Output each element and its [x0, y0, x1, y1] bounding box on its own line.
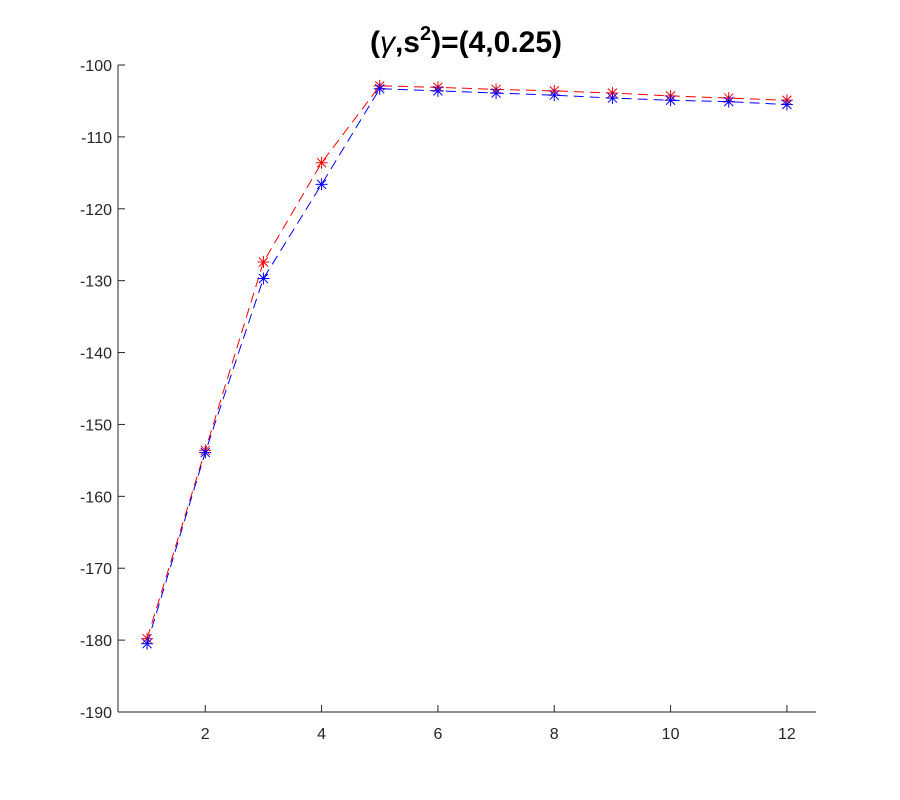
series-2-point — [722, 95, 735, 108]
y-tick-label: -170 — [80, 561, 112, 578]
y-tick-label: -120 — [80, 202, 112, 219]
y-tick-label: -190 — [80, 705, 112, 722]
series-2-point — [199, 446, 212, 459]
series-2-point — [315, 178, 328, 191]
title-mid: ,s — [395, 26, 420, 59]
title-close: )=(4,0.25) — [431, 26, 562, 59]
y-tick-label: -150 — [80, 417, 112, 434]
y-tick-label: -160 — [80, 489, 112, 506]
series-layer — [141, 79, 793, 650]
x-tick-label: 2 — [201, 726, 210, 743]
series-2-point — [373, 82, 386, 95]
y-tick-label: -130 — [80, 274, 112, 291]
series-2-point — [490, 87, 503, 100]
x-tick-label: 12 — [778, 726, 796, 743]
title-superscript: 2 — [420, 23, 431, 45]
series-2-point — [548, 89, 561, 102]
title-gamma-symbol: γ — [380, 26, 397, 59]
series-2-point — [141, 637, 154, 650]
series-2-point — [606, 92, 619, 105]
series-2-point — [664, 94, 677, 107]
x-tick-label: 6 — [433, 726, 442, 743]
title-open: ( — [370, 26, 380, 59]
series-line-1 — [146, 85, 787, 639]
series-2-point — [780, 98, 793, 111]
y-tick-label: -100 — [80, 58, 112, 75]
series-1-point — [315, 156, 328, 169]
ticks-layer: -190 -180 -170 -160 -150 -140 -130 -120 -110 -100… — [80, 58, 796, 743]
series-2-point — [257, 272, 270, 285]
series-1-point — [257, 255, 270, 268]
x-tick-label: 10 — [662, 726, 680, 743]
series-line-2 — [146, 88, 787, 644]
y-tick-label: -110 — [81, 130, 112, 147]
x-tick-label: 4 — [317, 726, 326, 743]
x-tick-label: 8 — [550, 726, 559, 743]
chart-title: (γ,s2)=(4,0.25) — [370, 23, 562, 59]
series-2-point — [431, 84, 444, 97]
y-tick-label: -140 — [80, 346, 112, 363]
y-tick-label: -180 — [80, 633, 112, 650]
